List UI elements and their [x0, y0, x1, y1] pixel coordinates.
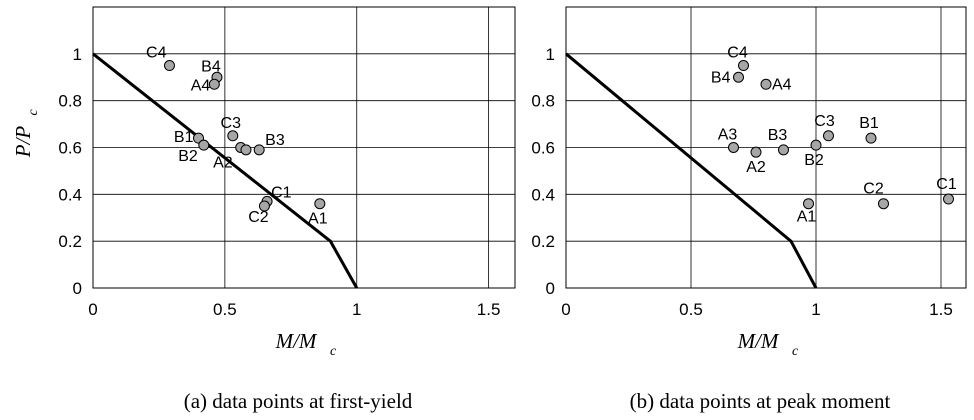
data-label: C3	[221, 115, 242, 132]
data-point-b2	[198, 139, 210, 151]
data-point-a1	[803, 198, 814, 210]
y-tick-label: 0.6	[531, 139, 555, 158]
y-tick-label: 1	[546, 45, 555, 64]
data-point-b2	[810, 139, 822, 151]
data-point-b3	[778, 144, 789, 156]
data-label: B3	[768, 127, 788, 144]
y-tick-label: 0.2	[58, 232, 82, 251]
panel-caption: (b) data points at peak moment	[630, 389, 891, 413]
y-tick-label: 0.4	[531, 185, 555, 204]
data-point-a2	[750, 146, 762, 158]
y-tick-label: 1	[73, 45, 82, 64]
data-label: A2	[213, 155, 233, 172]
y-axis-label: P/P	[11, 126, 35, 159]
data-label: C2	[248, 209, 269, 226]
data-label: C4	[146, 45, 167, 62]
y-tick-label: 0.8	[58, 92, 82, 111]
data-label: B1	[174, 129, 194, 146]
data-label: B3	[265, 132, 285, 149]
data-point-c2	[878, 198, 889, 210]
data-point-a2	[240, 144, 252, 156]
data-label: A2	[746, 159, 766, 176]
data-point-c2	[258, 200, 270, 212]
data-label: C1	[271, 184, 292, 201]
x-axis-label-subscript: c	[792, 344, 799, 359]
data-label: B1	[859, 115, 879, 132]
panel-b: 0 0.2 0.4 0.6 0.8 1 0 0.5 1 1.5 M/M c (b) data point…	[531, 6, 967, 413]
data-label: C2	[863, 181, 884, 198]
data-point-c3	[823, 130, 834, 142]
data-point-a4	[760, 78, 772, 90]
x-tick-label: 1	[811, 300, 820, 319]
data-point-c3	[227, 130, 239, 142]
data-label: A1	[797, 209, 817, 226]
plot-frame	[565, 6, 967, 289]
x-tick-label: 0.5	[679, 300, 703, 319]
x-tick-label: 0.5	[213, 300, 237, 319]
data-point-b1	[865, 132, 877, 144]
data-point-a1	[314, 198, 326, 210]
y-tick-label: 0.4	[58, 185, 82, 204]
x-tick-label: 1.5	[477, 300, 501, 319]
x-axis-label-subscript: c	[330, 344, 337, 359]
x-axis-label: M/M	[737, 329, 780, 353]
data-label: C1	[936, 176, 957, 193]
data-label: A4	[772, 76, 792, 93]
interaction-curve	[565, 52, 818, 289]
plot-frame	[92, 6, 516, 289]
y-tick-label: 0	[73, 279, 82, 298]
y-axis-label-group: P/P c	[11, 109, 41, 159]
data-point-a3	[728, 142, 739, 153]
panel-a: 0 0.2 0.4 0.6 0.8 1 0 0.5 1 1.5 M/M c P/P c (a) data p…	[11, 6, 516, 413]
data-point-c4	[738, 60, 749, 72]
data-point-a4	[208, 78, 220, 90]
data-label: A3	[718, 127, 738, 144]
data-label: B2	[804, 152, 824, 169]
data-point-b3	[253, 144, 265, 156]
y-tick-label: 0.8	[531, 92, 555, 111]
data-point-c1	[943, 193, 954, 205]
x-tick-label: 0	[561, 300, 570, 319]
x-tick-label: 1.5	[929, 300, 953, 319]
y-axis-label-subscript: c	[26, 109, 41, 116]
data-label: B4	[201, 58, 221, 75]
data-point-b4	[733, 71, 744, 83]
x-tick-label: 1	[352, 300, 361, 319]
data-label: A4	[191, 77, 211, 94]
data-label: B2	[178, 148, 198, 165]
data-label: C3	[814, 113, 835, 130]
panel-caption: (a) data points at first-yield	[184, 389, 413, 413]
data-point-c4	[163, 60, 175, 72]
data-label: C4	[727, 45, 748, 62]
data-label: B4	[711, 69, 731, 86]
interaction-curve	[92, 52, 359, 289]
x-tick-label: 0	[88, 300, 97, 319]
y-tick-label: 0.6	[58, 139, 82, 158]
data-label: A1	[308, 211, 328, 228]
y-tick-label: 0.2	[531, 232, 555, 251]
y-tick-label: 0	[546, 279, 555, 298]
x-axis-label: M/M	[275, 329, 318, 353]
